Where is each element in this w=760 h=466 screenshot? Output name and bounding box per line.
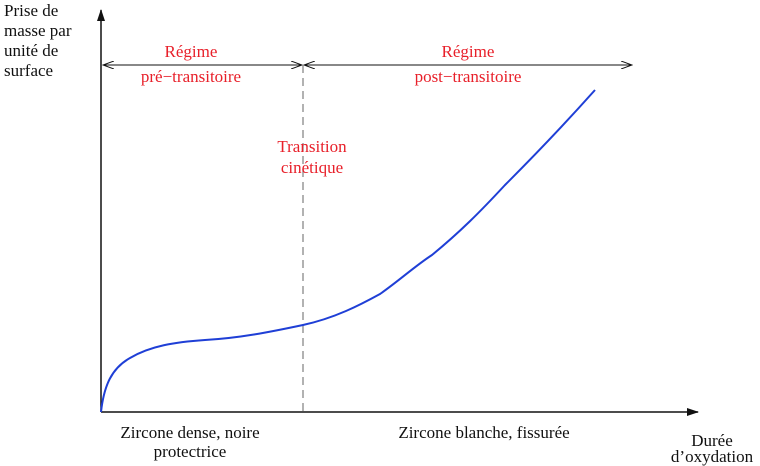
y-axis-label: surface: [4, 61, 53, 80]
zone-label: protectrice: [154, 442, 227, 461]
transition-label: Transition: [277, 137, 347, 156]
x-axis-label: d’oxydation: [671, 447, 754, 466]
regime-label: post−transitoire: [415, 67, 522, 86]
zone-label: Zircone dense, noire: [120, 423, 259, 442]
y-axis-label: Prise de: [4, 1, 58, 20]
transition-label: cinétique: [281, 158, 343, 177]
mass-gain-curve: [100, 89, 596, 413]
zone-label: Zircone blanche, fissurée: [398, 423, 569, 442]
regime-label: Régime: [165, 42, 218, 61]
y-axis-label: unité de: [4, 41, 58, 60]
y-axis-label: masse par: [4, 21, 72, 40]
regime-label: pré−transitoire: [141, 67, 241, 86]
x-axis-label: Durée: [691, 431, 733, 450]
regime-label: Régime: [442, 42, 495, 61]
